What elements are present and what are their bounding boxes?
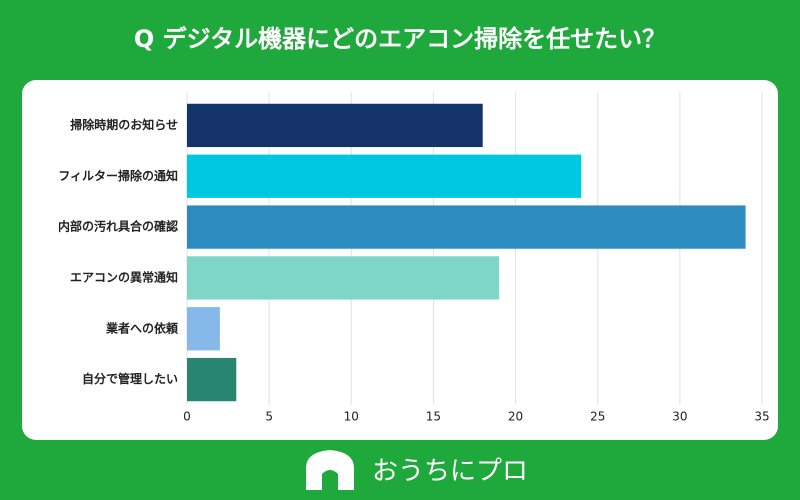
brand-name: おうちにプロ [372, 457, 528, 487]
y-tick-label: 自分で管理したい [82, 371, 178, 386]
y-tick-label: 掃除時期のお知らせ [70, 117, 178, 132]
y-tick-label: 業者への依頼 [105, 320, 179, 335]
logo-icon [306, 450, 354, 490]
brand-sub: OUCHI ni PRO [307, 491, 353, 498]
bar [187, 256, 500, 300]
x-tick-label: 30 [672, 410, 687, 424]
y-tick-label: エアコンの異常通知 [70, 269, 178, 284]
bar [187, 205, 746, 249]
y-tick-label: 内部の汚れ具合の確認 [58, 219, 178, 234]
bar [187, 307, 220, 351]
x-tick-label: 25 [590, 410, 605, 424]
x-tick-label: 0 [183, 410, 191, 424]
bar [187, 357, 237, 402]
bar [187, 103, 483, 148]
x-tick-label: 35 [754, 410, 769, 424]
x-tick-label: 5 [265, 410, 273, 424]
bar [187, 154, 582, 198]
y-tick-label: フィルター掃除の通知 [58, 168, 178, 183]
x-tick-label: 10 [344, 410, 359, 424]
chart-title: Q デジタル機器にどのエアコン掃除を任せたい？ [134, 25, 666, 53]
x-tick-label: 20 [508, 410, 523, 424]
x-tick-label: 15 [426, 410, 441, 424]
